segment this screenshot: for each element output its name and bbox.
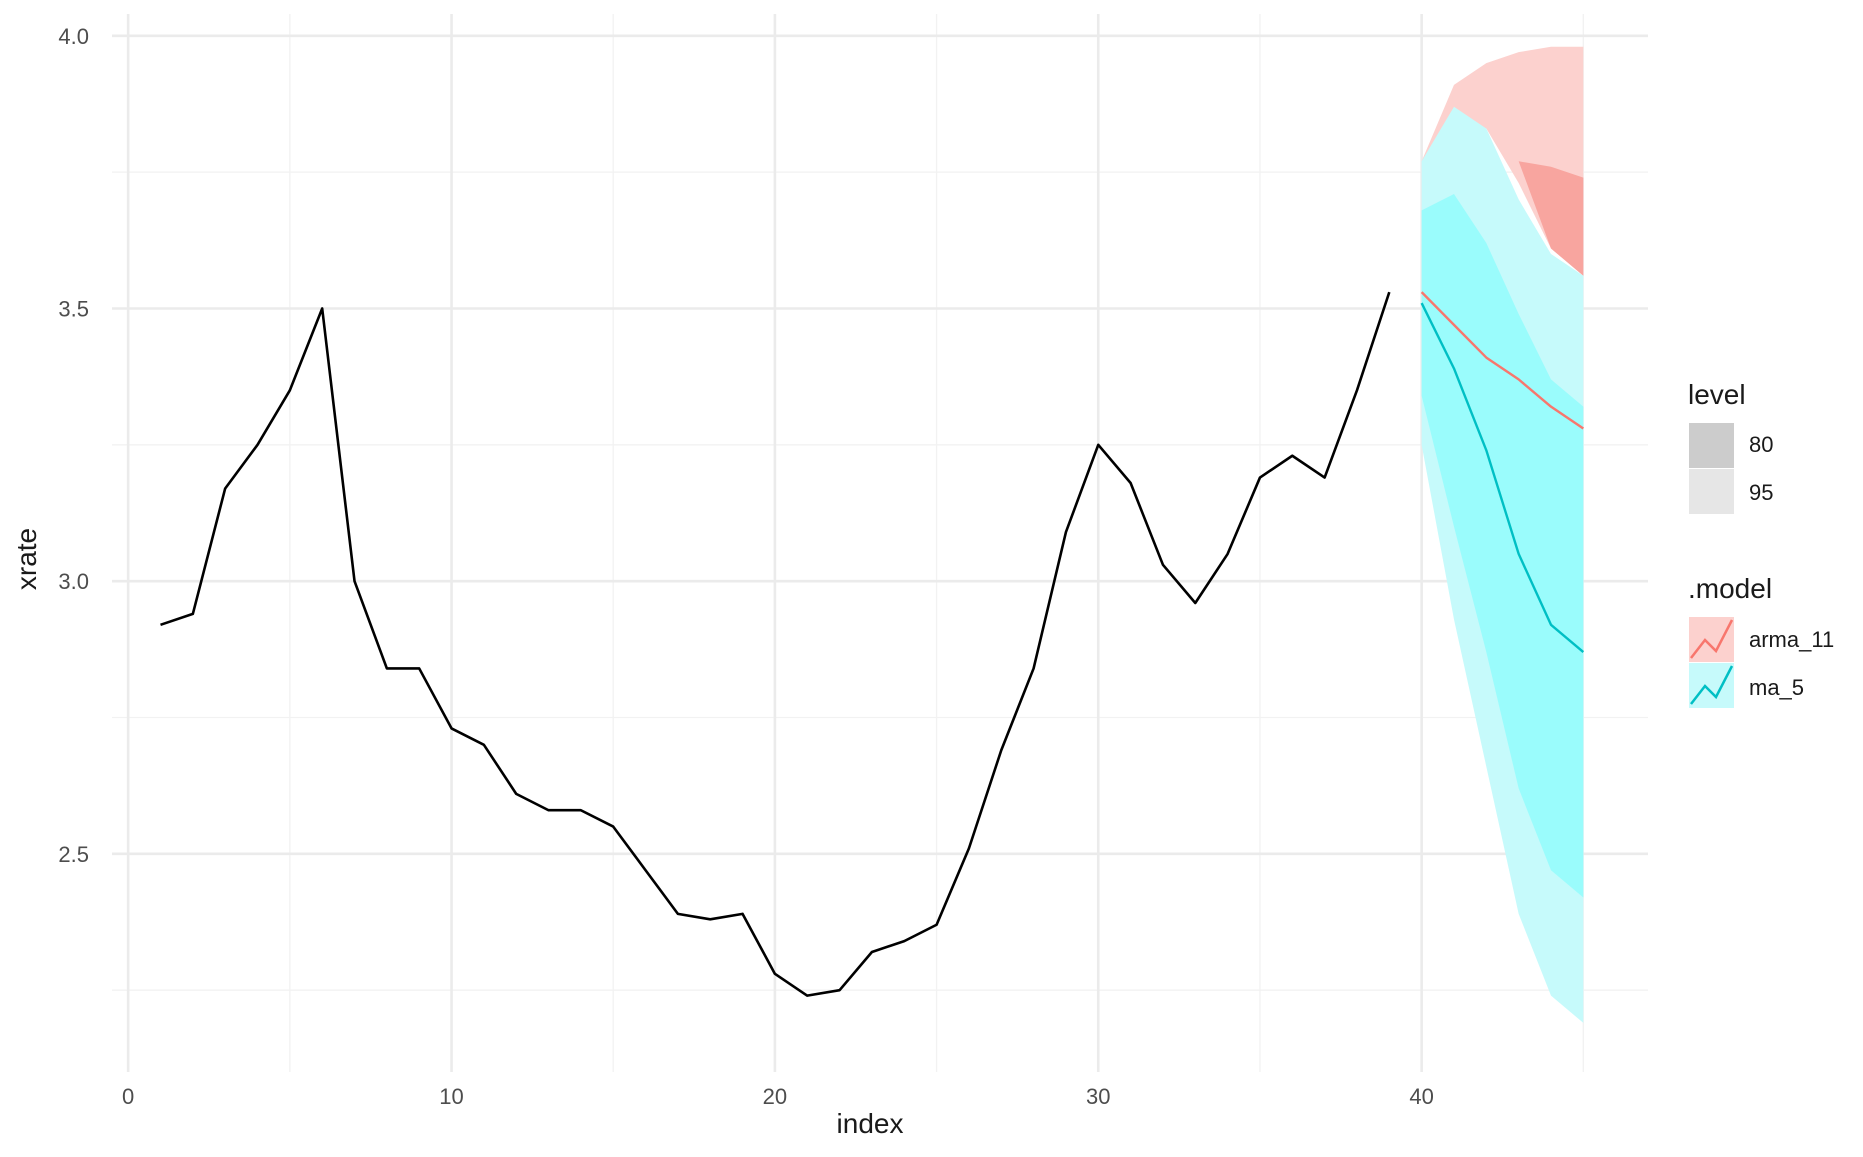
y-tick-label: 2.5 [58,842,89,867]
x-tick-label: 0 [122,1084,134,1109]
legend-label-arma-11: arma_11 [1749,627,1834,652]
legend-key-level-95 [1689,469,1734,514]
x-tick-label: 20 [763,1084,787,1109]
legend-key-level-80 [1689,423,1734,468]
series-line-history [160,291,1391,997]
band-ma-5-80 [1421,193,1584,898]
x-tick-label: 30 [1086,1084,1110,1109]
y-tick-label: 3.0 [58,569,89,594]
x-axis-title: index [837,1108,904,1139]
x-tick-label: 40 [1409,1084,1433,1109]
y-tick-label: 3.5 [58,296,89,321]
grid-layer [112,14,1648,1072]
band-arma-11-80 [1421,161,1584,293]
x-tick-label: 10 [439,1084,463,1109]
legend-label-ma-5: ma_5 [1749,675,1804,700]
legend-key-ma-5 [1689,663,1734,708]
legend-line-arma-11 [1690,619,1734,659]
legend-label-level-95: 95 [1749,480,1773,505]
legend-key-arma-11 [1689,617,1734,662]
legend: level 80 95 .model arma_11 ma_5 [1688,379,1834,708]
y-tick-label: 4.0 [58,24,89,49]
series-lines [160,291,1585,997]
legend-line-ma-5 [1690,665,1734,705]
series-line-arma-11 [1420,291,1584,430]
legend-model-title: .model [1688,573,1772,604]
legend-label-level-80: 80 [1749,432,1773,457]
series-line-ma-5 [1420,302,1585,653]
legend-level-title: level [1688,379,1746,410]
y-axis-title: xrate [11,528,42,590]
axis-tick-labels: 0 10 20 30 40 2.5 3.0 3.5 4.0 [58,24,1433,1109]
forecast-bands [1421,46,1584,1023]
